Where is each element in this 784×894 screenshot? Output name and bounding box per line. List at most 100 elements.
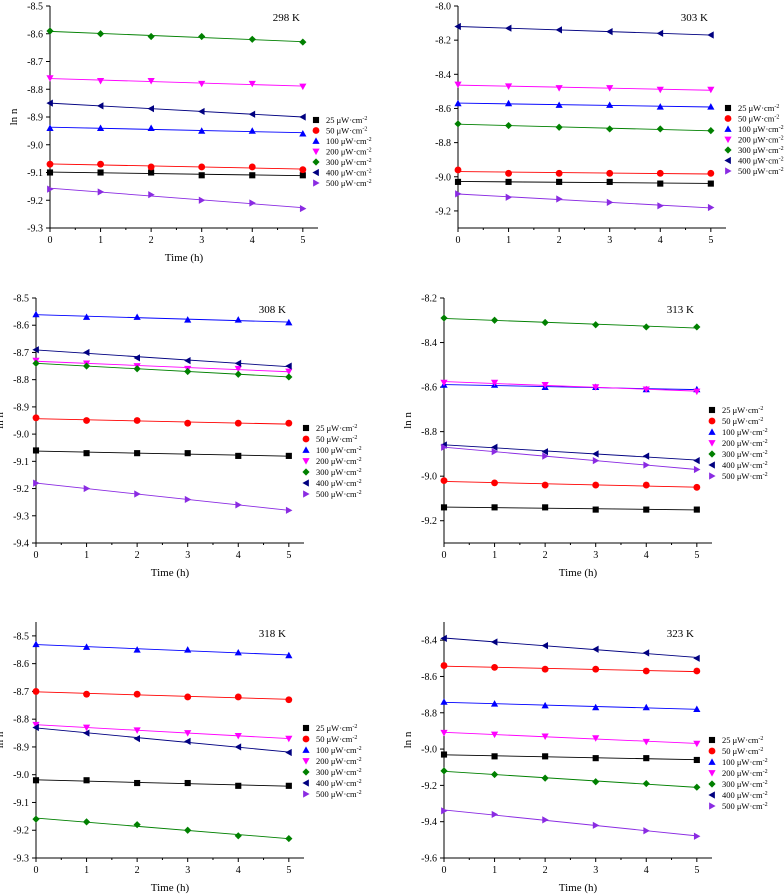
fit-line-100 [49, 126, 303, 134]
data-point-500 [235, 501, 242, 509]
data-point-200 [198, 80, 206, 88]
legend-marker-100 [708, 428, 716, 435]
data-point-500 [491, 810, 499, 819]
x-tick-label: 1 [492, 865, 497, 876]
y-axis-title: ln n [8, 108, 20, 125]
data-point-50 [541, 481, 549, 489]
fit-line-25 [457, 181, 711, 184]
data-point-300 [541, 318, 549, 327]
data-point-500 [83, 484, 91, 493]
y-tick-label: -9.2 [13, 826, 29, 837]
fit-line-50 [49, 163, 303, 170]
data-point-25 [184, 450, 191, 457]
x-tick-label: 5 [694, 865, 699, 876]
data-point-300 [133, 365, 141, 373]
legend-label-100: 100 μW·cm-2 [316, 745, 362, 755]
y-tick-label: -8.2 [421, 294, 437, 305]
data-point-50 [198, 163, 206, 171]
x-tick-label: 3 [185, 865, 190, 876]
data-point-400 [96, 102, 104, 110]
data-point-500 [441, 443, 448, 451]
x-tick-label: 2 [543, 865, 548, 876]
data-point-50 [606, 169, 614, 177]
data-point-300 [490, 770, 499, 779]
data-point-100 [133, 313, 141, 320]
data-point-200 [454, 81, 462, 89]
legend-label-500: 500 μW·cm-2 [316, 489, 362, 499]
data-point-50 [32, 414, 40, 422]
data-point-400 [32, 723, 39, 732]
data-point-300 [541, 774, 549, 782]
legend-marker-25 [708, 736, 716, 744]
data-point-50 [555, 169, 563, 177]
fit-line-25 [49, 171, 303, 177]
x-axis-title: Time (h) [151, 567, 190, 579]
legend-label-400: 400 μW·cm-2 [316, 478, 362, 488]
legend-label-50: 50 μW·cm-2 [722, 746, 763, 756]
legend-marker-200 [302, 458, 310, 465]
data-point-400 [184, 357, 191, 365]
data-point-300 [82, 818, 91, 826]
legend-label-300: 300 μW·cm-2 [722, 449, 768, 459]
data-point-300 [198, 32, 206, 41]
legend-label-100: 100 μW·cm-2 [738, 124, 784, 134]
data-point-50 [505, 169, 512, 177]
data-point-100 [147, 124, 155, 131]
y-tick-label: -8.8 [27, 85, 43, 96]
legend-marker-50 [708, 417, 716, 425]
fit-line-500 [457, 193, 711, 209]
data-point-500 [592, 821, 600, 829]
data-point-100 [82, 643, 91, 650]
data-point-400 [693, 456, 700, 465]
fit-line-50 [35, 691, 289, 700]
fit-line-25 [35, 779, 289, 787]
data-point-200 [440, 729, 448, 737]
legend-label-25: 25 μW·cm-2 [316, 723, 357, 733]
data-point-400 [642, 649, 650, 657]
y-tick-label: -8.8 [13, 715, 29, 726]
data-point-50 [234, 693, 242, 701]
data-point-50 [642, 481, 650, 489]
data-point-200 [440, 379, 448, 387]
legend-marker-100 [302, 446, 310, 453]
fit-line-500 [35, 482, 289, 511]
y-axis-title: ln n [402, 731, 414, 748]
legend-label-25: 25 μW·cm-2 [326, 115, 367, 125]
y-tick-label: -8.5 [13, 294, 29, 305]
data-point-50 [299, 166, 307, 174]
legend-label-500: 500 μW·cm-2 [722, 801, 768, 811]
data-point-400 [440, 634, 447, 642]
data-point-500 [441, 807, 448, 815]
data-point-25 [299, 172, 306, 179]
legend-label-300: 300 μW·cm-2 [738, 145, 784, 155]
data-point-50 [97, 160, 104, 168]
fit-line-200 [443, 381, 697, 392]
data-point-500 [657, 202, 664, 210]
legend-label-300: 300 μW·cm-2 [326, 157, 372, 167]
data-point-25 [134, 450, 141, 457]
data-point-100 [555, 101, 563, 108]
data-point-25 [542, 753, 549, 760]
y-tick-label: -9.2 [435, 206, 451, 217]
legend-marker-25 [724, 104, 732, 112]
y-axis-title: ln n [402, 412, 414, 429]
y-tick-label: -9.2 [13, 484, 29, 495]
legend-marker-400 [708, 791, 715, 799]
x-tick-label: 3 [593, 550, 598, 561]
legend-marker-300 [302, 468, 310, 476]
legend-marker-400 [302, 479, 309, 487]
legend-marker-300 [708, 780, 716, 788]
x-tick-label: 4 [236, 865, 241, 876]
data-point-100 [504, 99, 513, 107]
data-point-100 [82, 313, 91, 320]
x-tick-label: 4 [250, 235, 255, 246]
fit-line-50 [35, 418, 289, 425]
data-point-100 [299, 130, 307, 137]
data-point-100 [32, 640, 40, 648]
data-point-200 [147, 78, 155, 85]
data-point-200 [184, 730, 192, 737]
data-point-400 [592, 645, 599, 653]
data-point-50 [184, 419, 192, 427]
fit-line-50 [457, 171, 711, 175]
legend-label-200: 200 μW·cm-2 [326, 147, 372, 157]
